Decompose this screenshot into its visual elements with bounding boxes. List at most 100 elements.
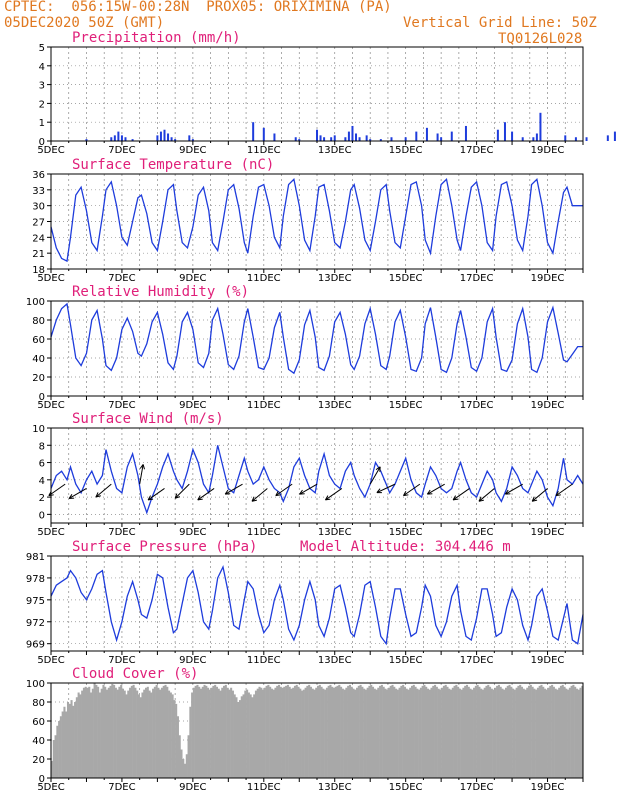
cloud-bar	[164, 684, 167, 778]
temp-xtick-label: 19DEC	[531, 273, 565, 284]
cloud-bar	[446, 686, 449, 778]
cloud-bar	[405, 688, 408, 778]
cloud-bar	[121, 688, 125, 778]
cloud-bar	[336, 685, 339, 778]
cloud-bar	[302, 689, 305, 778]
wind-panel: 0 2 4 6 8 10 5DEC 7DEC 9DEC 11DEC 13DEC 15DEC 17DEC 1…	[32, 411, 584, 538]
cloud-bar	[396, 689, 399, 778]
cloud-bar	[510, 686, 513, 778]
cloud-bar	[86, 687, 89, 778]
cloud-bar	[251, 697, 254, 778]
wind-arrow	[426, 483, 445, 495]
precip-xtick-label: 9DEC	[179, 145, 206, 156]
wind-arrow-head	[555, 494, 561, 497]
cloud-bar	[561, 684, 564, 778]
cloud-bar	[543, 688, 547, 778]
temp-ytick-label: 36	[32, 170, 45, 181]
cloud-bar	[460, 689, 463, 778]
cloud-bar	[577, 689, 580, 778]
cloud-xtick-label: 17DEC	[460, 782, 494, 793]
cloud-bar	[173, 700, 176, 778]
precip-bar	[191, 139, 194, 141]
cloud-bar	[563, 686, 566, 778]
temp-xtick-label: 7DEC	[108, 273, 135, 284]
cloud-bar	[545, 689, 548, 778]
cloud-bar	[144, 687, 148, 778]
cloud-xtick-label: 15DEC	[389, 782, 423, 793]
rh-xtick-label: 11DEC	[247, 400, 281, 411]
cloud-bar	[123, 690, 126, 778]
pres-xtick-label: 11DEC	[247, 655, 281, 666]
cloud-bar	[382, 686, 385, 778]
wind-arrow-head	[325, 495, 329, 501]
cloud-bar	[465, 684, 469, 778]
cloud-bar	[98, 692, 101, 778]
cloud-bar	[538, 685, 541, 778]
wind-arrow-shaft	[478, 488, 495, 502]
cloud-bar	[191, 692, 194, 778]
cloud-bar	[494, 687, 497, 778]
cloud-bar	[127, 690, 130, 778]
rh-xtick-label: 19DEC	[531, 400, 565, 411]
wind-title: Surface Wind (m/s)	[72, 411, 224, 427]
precip-panel: 0 1 2 3 4 5 5DEC 7DEC 9DEC 11DEC 13DEC 15DEC 17DEC 19…	[37, 30, 616, 156]
cloud-bar	[258, 686, 261, 778]
wind-arrow-shaft	[68, 488, 87, 499]
precip-bar	[252, 122, 255, 141]
cloud-bar	[88, 686, 91, 778]
cloud-bar	[375, 689, 378, 778]
cloud-bar	[473, 687, 476, 778]
wind-arrow-head	[148, 498, 154, 501]
cloud-bar	[129, 687, 132, 778]
wind-arrow-shaft	[369, 466, 381, 485]
wind-arrow-shaft	[174, 483, 190, 499]
cloud-bar	[141, 692, 144, 778]
pres-panel: 969 972 975 978 981 5DEC 7DEC 9DEC 11DEC 13DEC 15D…	[26, 539, 584, 666]
cloud-bar	[389, 685, 392, 778]
wind-arrow-head	[224, 489, 229, 495]
precip-bar	[440, 137, 443, 141]
cloud-bar	[371, 686, 375, 778]
temp-ytick-label: 30	[32, 202, 45, 213]
cloud-bar	[159, 689, 162, 778]
cloud-bar	[212, 685, 215, 778]
wind-arrow-head	[139, 464, 144, 469]
wind-arrow	[478, 488, 495, 502]
cloud-bar	[171, 694, 174, 778]
cloud-bar	[350, 686, 353, 778]
cloud-bar	[364, 689, 367, 778]
cloud-bar	[281, 687, 284, 778]
cloud-bar	[504, 687, 508, 778]
cloud-bar	[262, 689, 265, 778]
cloud-bar	[489, 686, 492, 778]
wind-arrow-head	[325, 498, 331, 501]
cloud-bar	[84, 686, 87, 778]
cloud-bar	[95, 684, 98, 778]
precip-bar	[344, 137, 347, 141]
cloud-bar	[143, 689, 146, 778]
precip-bar	[319, 135, 322, 141]
cloud-bar	[150, 692, 153, 778]
cloud-bar	[556, 689, 559, 778]
cloud-bar	[166, 686, 169, 778]
cloud-bar	[499, 686, 502, 778]
precip-bar	[613, 131, 616, 141]
precip-bar	[294, 137, 297, 141]
precip-bar	[298, 139, 301, 141]
cloud-bar	[54, 735, 57, 778]
header-model-id: TQ0126L028	[498, 31, 583, 47]
wind-ytick-label: 6	[39, 459, 45, 470]
cloud-bar	[451, 687, 454, 778]
temp-xtick-label: 11DEC	[247, 273, 281, 284]
precip-bar	[355, 133, 358, 141]
cloud-bar	[265, 685, 268, 778]
cloud-bar	[210, 687, 213, 778]
precip-bar	[110, 137, 113, 141]
cloud-bar	[496, 685, 499, 778]
precip-bar	[174, 139, 177, 141]
rh-ytick-label: 0	[39, 392, 45, 403]
precip-bar	[379, 139, 382, 141]
cloud-bar	[116, 689, 119, 778]
pres-ytick-label: 972	[26, 618, 45, 629]
cloud-bar	[526, 687, 529, 778]
